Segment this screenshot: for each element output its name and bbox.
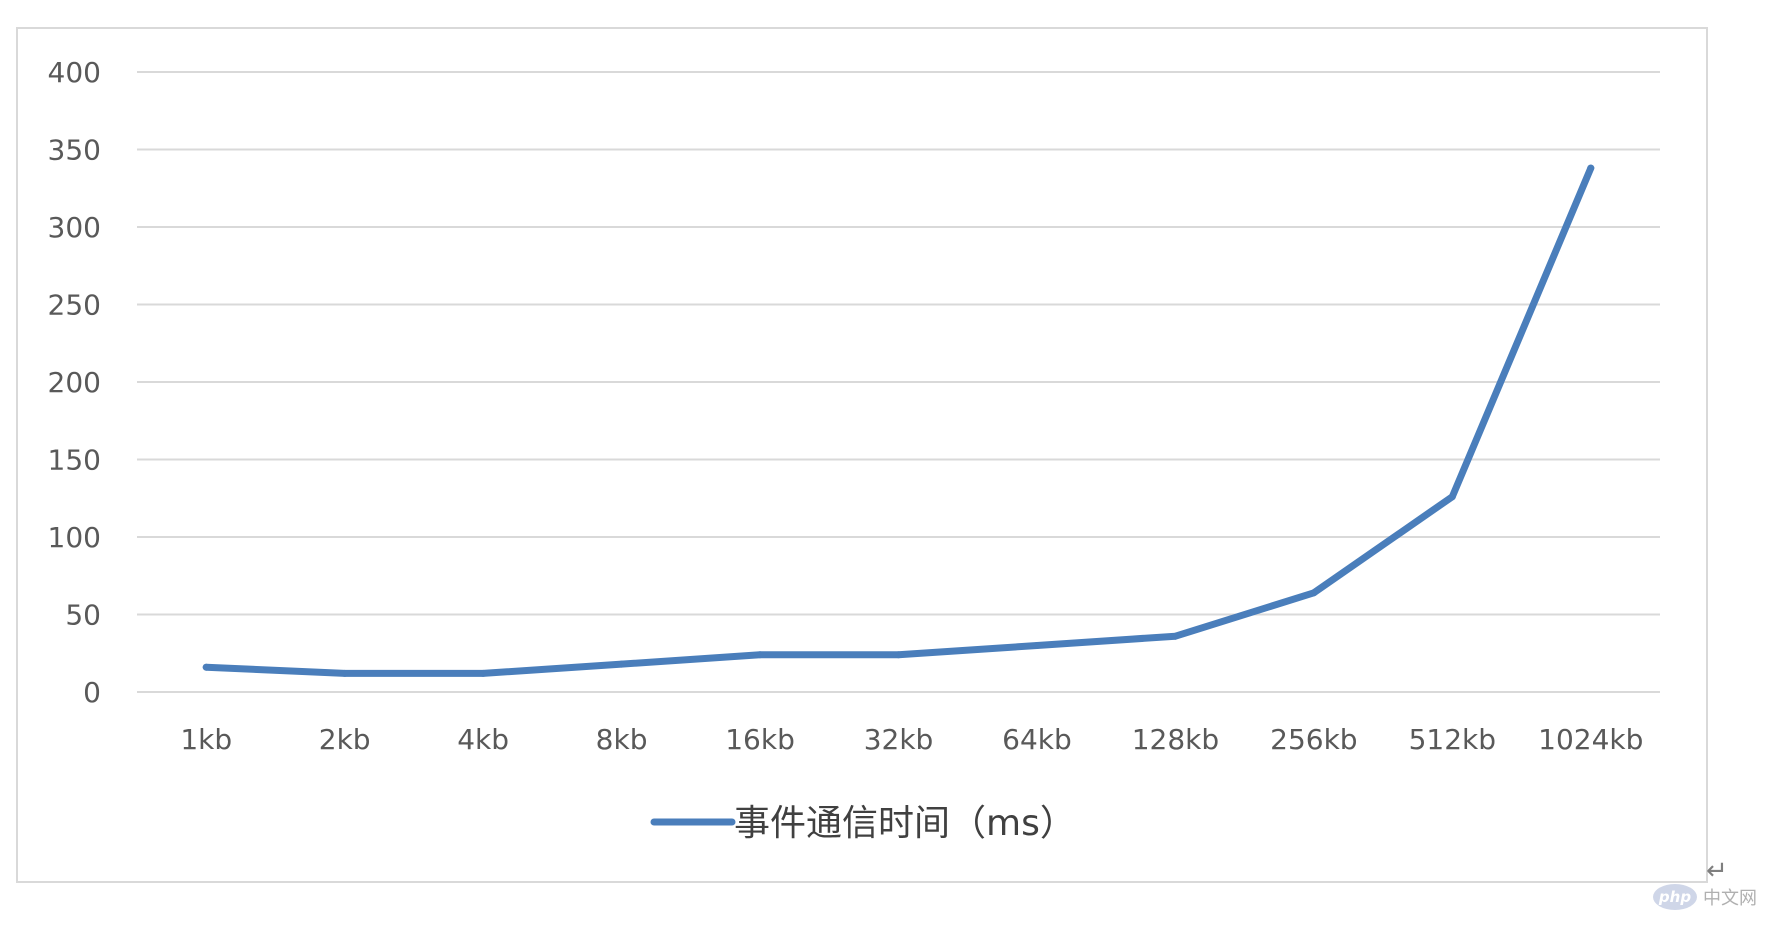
data-point-4kb: [479, 669, 487, 677]
y-tick-label-150: 150: [48, 444, 101, 477]
data-point-32kb: [895, 651, 902, 659]
y-tick-label-300: 300: [48, 211, 101, 244]
x-axis-tick-labels: 1kb 2kb 4kb 8kb 16kb 32kb 64kb 128kb 256kb 512kb 1…: [180, 723, 1643, 756]
y-tick-label-50: 50: [65, 599, 101, 632]
x-tick-label-8kb: 8kb: [596, 723, 648, 756]
y-tick-label-0: 0: [83, 676, 101, 709]
data-point-16kb: [756, 651, 764, 659]
y-tick-label-350: 350: [48, 134, 101, 167]
watermark: php 中文网: [1653, 884, 1757, 910]
data-point-1024kb: [1587, 164, 1595, 172]
data-point-512kb: [1448, 493, 1456, 501]
data-point-8kb: [618, 660, 626, 668]
y-tick-label-100: 100: [48, 521, 101, 554]
y-tick-label-200: 200: [48, 366, 101, 399]
x-tick-label-4kb: 4kb: [457, 723, 509, 756]
x-tick-label-1024kb: 1024kb: [1538, 723, 1643, 756]
paragraph-return-mark: ↵: [1706, 856, 1728, 886]
gridlines: [137, 71, 1660, 693]
x-tick-label-32kb: 32kb: [864, 723, 934, 756]
watermark-logo: php: [1653, 884, 1697, 910]
x-tick-label-2kb: 2kb: [319, 723, 371, 756]
data-point-64kb: [1033, 642, 1041, 649]
data-point-128kb: [1171, 632, 1179, 640]
data-point-256kb: [1310, 589, 1318, 597]
series-lines: [202, 164, 1595, 677]
y-axis-tick-labels: 0 50 100 150 200 250 300 350 400: [48, 56, 101, 709]
x-tick-label-512kb: 512kb: [1409, 723, 1496, 756]
x-tick-label-1kb: 1kb: [180, 723, 232, 756]
series-line-0: [202, 164, 1595, 677]
watermark-text: 中文网: [1703, 888, 1757, 909]
x-tick-label-256kb: 256kb: [1270, 723, 1357, 756]
x-tick-label-64kb: 64kb: [1002, 723, 1072, 756]
x-tick-label-16kb: 16kb: [725, 723, 795, 756]
y-tick-label-400: 400: [48, 56, 101, 89]
legend-label-0: 事件通信时间（ms）: [734, 803, 1076, 844]
legend: 事件通信时间（ms）: [650, 803, 1076, 844]
data-point-1kb: [202, 663, 210, 671]
chart-frame: [16, 27, 1708, 883]
x-tick-label-128kb: 128kb: [1132, 723, 1219, 756]
data-point-2kb: [341, 669, 349, 677]
y-tick-label-250: 250: [48, 289, 101, 322]
